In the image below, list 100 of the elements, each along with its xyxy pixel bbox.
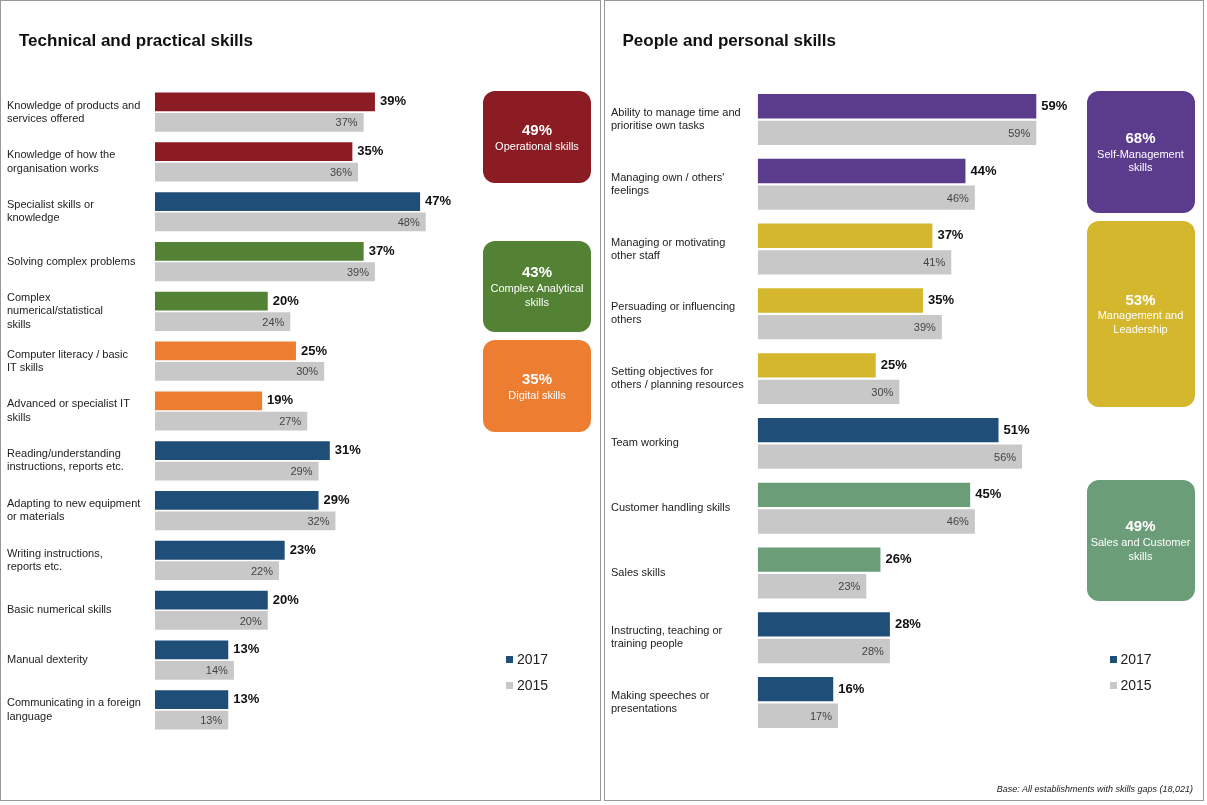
data-label: 25%	[880, 356, 907, 372]
bar	[154, 511, 336, 531]
data-label: 13%	[200, 714, 223, 727]
y-tick-label: Managing or motivating other staff	[610, 235, 725, 261]
bar	[757, 509, 975, 534]
legend-label: 2017	[1120, 651, 1152, 667]
y-tick-label: Manual dexterity	[7, 653, 89, 666]
bar	[154, 362, 325, 381]
bar	[757, 547, 880, 572]
legend-label: 2017	[517, 651, 549, 667]
data-label: 47%	[425, 193, 452, 209]
data-label: 20%	[272, 591, 300, 607]
y-tick-label: Reading/understanding instructions, reports etc.	[7, 447, 124, 473]
data-label: 27%	[279, 415, 302, 428]
bar	[154, 710, 229, 730]
group-card: 49% Operational skills	[483, 91, 591, 183]
bar	[757, 120, 1036, 146]
y-tick-label: Setting objectives for others / planning resources	[610, 365, 744, 391]
bar	[154, 291, 268, 311]
bar	[757, 250, 951, 275]
bar	[154, 92, 375, 112]
bar	[154, 611, 268, 630]
data-label: 44%	[969, 162, 997, 178]
bar	[154, 391, 263, 411]
data-label: 37%	[335, 116, 358, 129]
data-label: 29%	[290, 465, 313, 478]
group-card: 53% Management and Leadership	[1086, 220, 1195, 407]
data-label: 35%	[357, 143, 384, 159]
y-tick-label: Computer literacy / basic IT skills	[7, 347, 129, 373]
y-tick-label: Making speeches or presentations	[610, 688, 710, 715]
bar	[154, 561, 280, 581]
y-tick-label: Ability to manage time and prioritise own tasks	[610, 106, 741, 132]
data-label: 39%	[913, 321, 936, 334]
data-label: 24%	[262, 315, 285, 328]
data-label: 48%	[397, 215, 420, 228]
bar	[757, 94, 1036, 119]
bar	[154, 590, 268, 610]
group-card: 49% Sales and Customer skills	[1086, 479, 1195, 602]
y-tick-label: Advanced or specialist IT skills	[7, 397, 131, 423]
data-label: 39%	[379, 93, 407, 109]
data-label: 20%	[239, 614, 262, 627]
bar	[757, 482, 970, 508]
y-tick-label: Specialist skills or knowledge	[7, 198, 95, 224]
data-label: 25%	[300, 342, 328, 358]
y-tick-label: Complex numerical/statistical skills	[7, 291, 103, 330]
data-label: 28%	[861, 644, 884, 657]
legend-label: 2015	[517, 677, 549, 693]
data-label: 37%	[368, 242, 396, 258]
bar	[154, 112, 364, 132]
bar	[154, 142, 353, 162]
bar	[757, 379, 899, 405]
bar	[154, 540, 285, 560]
group-card: 35% Digital skills	[483, 340, 591, 432]
data-label: 30%	[870, 385, 894, 398]
bar	[757, 353, 876, 378]
text: Base: All establishments with skills gaps (18,021)	[996, 784, 1193, 794]
group-card: 68% Self-Management skills	[1086, 91, 1195, 213]
bar	[757, 703, 838, 728]
bar	[757, 444, 1022, 469]
bar	[757, 638, 890, 664]
bar	[154, 241, 364, 261]
bar	[154, 441, 330, 460]
data-label: 46%	[946, 515, 969, 528]
data-label: 20%	[272, 292, 300, 308]
y-tick-label: Basic numerical skills	[7, 603, 113, 616]
bar	[154, 162, 359, 182]
data-label: 37%	[936, 227, 964, 243]
bar	[154, 461, 319, 481]
data-label: 56%	[993, 450, 1016, 463]
y-tick-label: Adapting to new equipment or materials	[7, 497, 141, 523]
data-label: 26%	[884, 551, 912, 567]
data-label: 16%	[837, 680, 865, 696]
bar	[154, 660, 234, 680]
bar	[154, 411, 308, 431]
data-label: 41%	[922, 256, 945, 269]
bar	[757, 676, 833, 702]
bar	[757, 612, 890, 637]
bar	[757, 417, 998, 443]
y-tick-label: Sales skills	[610, 565, 666, 578]
bar	[154, 640, 229, 660]
y-tick-label: Knowledge of how the organisation works	[7, 148, 116, 174]
chart-title: Technical and practical skills	[19, 31, 254, 51]
chart-title: People and personal skills	[622, 31, 837, 51]
y-tick-label: Instructing, teaching or training people	[610, 624, 723, 650]
bar	[757, 314, 942, 340]
bar	[154, 341, 296, 361]
data-label: 35%	[927, 292, 954, 308]
y-tick-label: Customer handling skills	[610, 501, 731, 514]
bar	[154, 262, 375, 282]
data-label: 14%	[205, 664, 229, 677]
y-tick-label: Persuading or influencing others	[610, 300, 735, 326]
data-label: 39%	[346, 265, 370, 278]
data-label: 59%	[1007, 126, 1030, 139]
data-label: 51%	[1003, 421, 1030, 437]
y-tick-label: Solving complex problems	[7, 254, 136, 267]
y-tick-label: Knowledge of products and services offered	[7, 98, 141, 124]
y-tick-label: Managing own / others' feelings	[610, 170, 724, 196]
data-label: 28%	[894, 615, 921, 631]
data-label: 30%	[296, 365, 319, 378]
y-tick-label: Team working	[610, 436, 679, 449]
